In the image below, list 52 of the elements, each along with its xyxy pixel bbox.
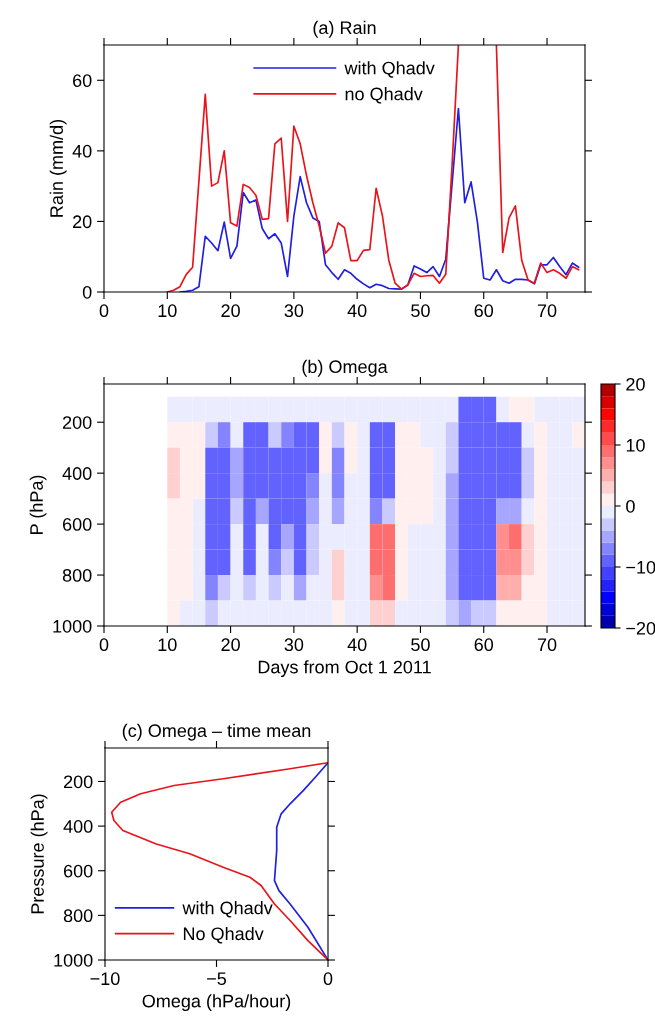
x-axis-title: Omega (hPa/hour) bbox=[142, 994, 291, 1012]
legend-label: with Qhadv bbox=[182, 901, 273, 918]
y-tick-label: 0 bbox=[82, 285, 92, 299]
x-tick-label: 10 bbox=[158, 638, 177, 652]
line-series bbox=[110, 761, 328, 960]
y-tick-label: 60 bbox=[73, 74, 92, 88]
y-tick-label: 200 bbox=[62, 416, 92, 429]
x-tick-label: 40 bbox=[347, 304, 367, 318]
legend-label: with Qhadv bbox=[344, 61, 435, 78]
y-axis-title: Rain (mm/d) bbox=[49, 119, 67, 217]
x-tick-label: 10 bbox=[158, 304, 177, 318]
legend-label: No Qhadv bbox=[183, 926, 264, 944]
y-axis-title: P (hPa) bbox=[29, 475, 47, 534]
x-tick-label: 0 bbox=[323, 972, 333, 986]
chart-title: (b) Omega bbox=[302, 359, 388, 377]
chart-title: (a) Rain bbox=[313, 20, 376, 38]
y-tick-label: 200 bbox=[63, 775, 93, 789]
y-tick-label: 20 bbox=[73, 215, 92, 229]
y-tick-label: 400 bbox=[63, 820, 93, 833]
y-axis-title: Pressure (hPa) bbox=[30, 794, 48, 914]
x-tick-label: 0 bbox=[99, 304, 109, 318]
y-tick-label: 800 bbox=[63, 909, 93, 923]
color-bar-label: 10 bbox=[626, 438, 645, 452]
x-tick-label: 20 bbox=[221, 304, 240, 318]
legend-label: no Qhadv bbox=[345, 87, 423, 104]
x-axis-title: Days from Oct 1 2011 bbox=[258, 660, 431, 678]
y-tick-label: 400 bbox=[62, 467, 92, 480]
y-tick-label: 600 bbox=[62, 518, 92, 531]
color-bar-label: −20 bbox=[626, 621, 655, 635]
x-tick-label: 50 bbox=[411, 638, 430, 652]
x-tick-label: 60 bbox=[474, 638, 494, 652]
y-tick-label: 40 bbox=[72, 144, 92, 158]
color-bar-label: 0 bbox=[626, 499, 635, 513]
x-tick-label: 60 bbox=[474, 304, 494, 318]
x-tick-label: 30 bbox=[284, 638, 304, 652]
chart-title: (c) Omega – time mean bbox=[122, 723, 311, 741]
x-tick-label: 70 bbox=[537, 638, 557, 652]
color-bar-label: −10 bbox=[626, 560, 655, 574]
y-tick-label: 1000 bbox=[54, 953, 93, 967]
y-tick-label: 600 bbox=[63, 864, 93, 878]
x-tick-label: 50 bbox=[411, 304, 430, 318]
line-series bbox=[273, 761, 328, 960]
x-tick-label: 0 bbox=[99, 638, 109, 652]
y-tick-label: 800 bbox=[62, 568, 92, 582]
x-tick-label: 20 bbox=[221, 638, 240, 652]
y-tick-label: 1000 bbox=[53, 619, 92, 633]
x-tick-label: 70 bbox=[537, 304, 557, 318]
x-tick-label: 40 bbox=[347, 638, 367, 652]
color-bar-label: 20 bbox=[626, 377, 645, 391]
x-tick-label: 30 bbox=[284, 304, 304, 318]
x-tick-label: −5 bbox=[207, 972, 227, 986]
x-tick-label: −10 bbox=[90, 972, 120, 986]
